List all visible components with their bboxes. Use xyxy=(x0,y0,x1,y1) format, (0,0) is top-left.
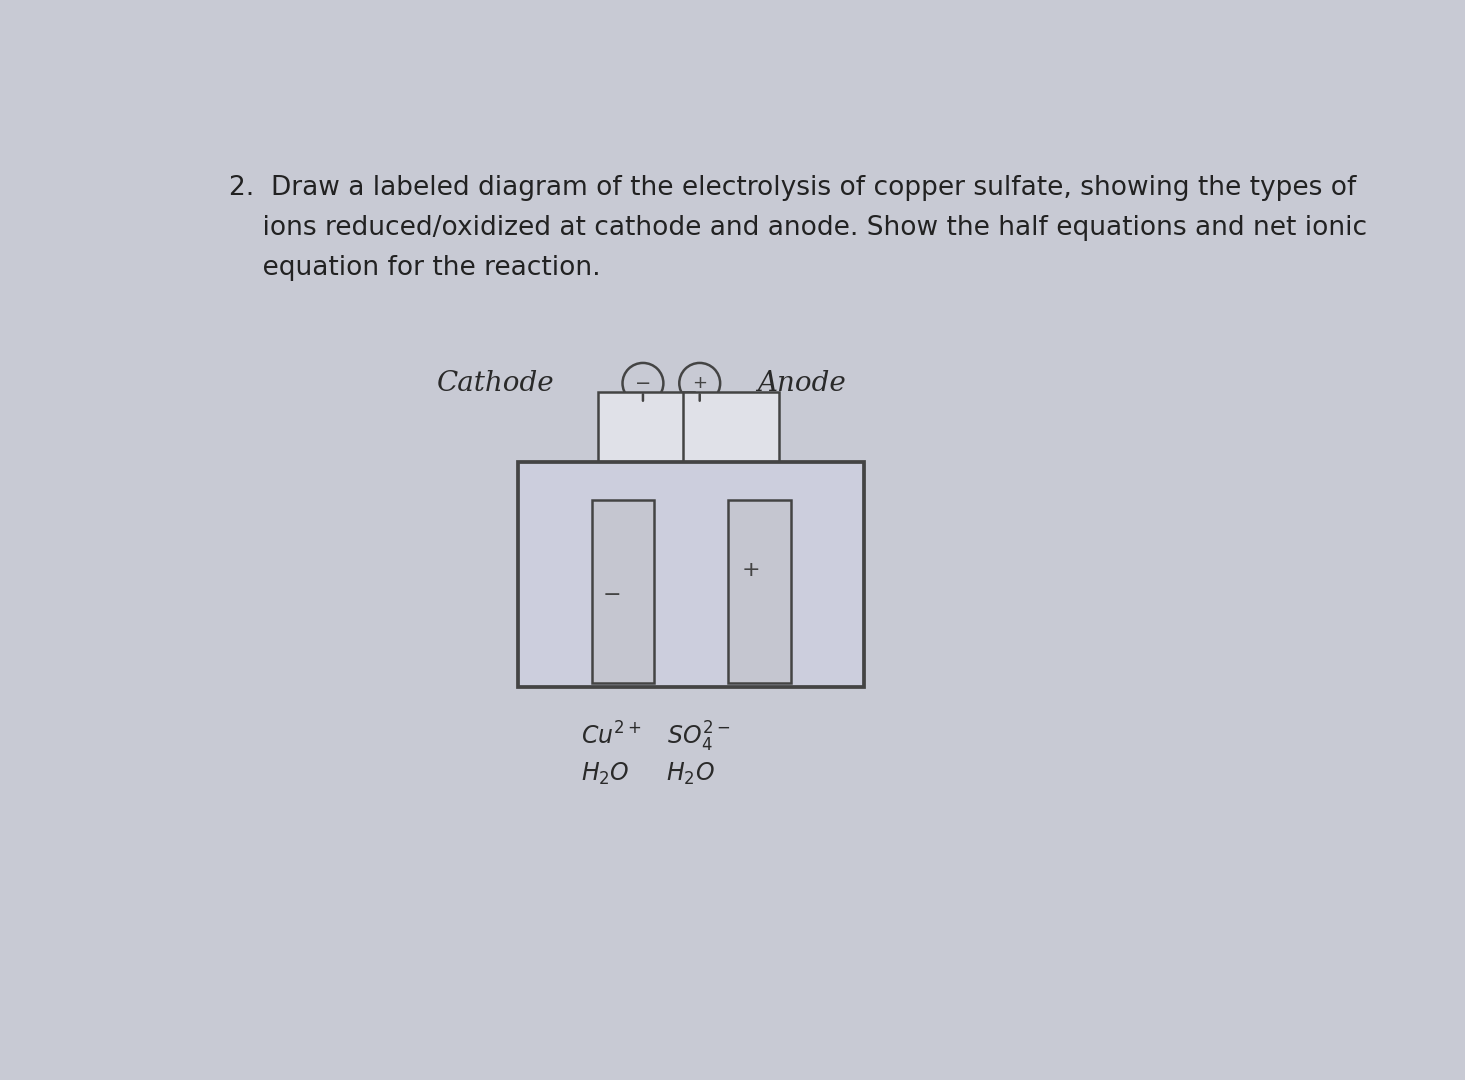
Bar xyxy=(728,500,791,683)
Bar xyxy=(592,500,655,683)
Ellipse shape xyxy=(623,363,664,404)
Text: −: − xyxy=(634,374,650,393)
Bar xyxy=(631,475,659,595)
Bar xyxy=(519,462,864,687)
Text: +: + xyxy=(741,561,760,580)
Text: $H_2O$     $H_2O$: $H_2O$ $H_2O$ xyxy=(580,761,715,787)
Text: −: − xyxy=(604,585,621,605)
Text: Cathode: Cathode xyxy=(437,369,554,396)
Text: 2.  Draw a labeled diagram of the electrolysis of copper sulfate, showing the ty: 2. Draw a labeled diagram of the electro… xyxy=(229,175,1357,201)
Text: equation for the reaction.: equation for the reaction. xyxy=(229,255,601,281)
Text: ions reduced/oxidized at cathode and anode. Show the half equations and net ioni: ions reduced/oxidized at cathode and ano… xyxy=(229,215,1367,241)
Bar xyxy=(683,392,779,475)
Bar xyxy=(716,475,746,595)
Text: Anode: Anode xyxy=(757,369,847,396)
Ellipse shape xyxy=(680,363,721,404)
Text: $Cu^{2+}$   $SO_4^{2-}$: $Cu^{2+}$ $SO_4^{2-}$ xyxy=(580,719,730,754)
Text: +: + xyxy=(693,375,708,392)
Bar xyxy=(598,392,694,475)
